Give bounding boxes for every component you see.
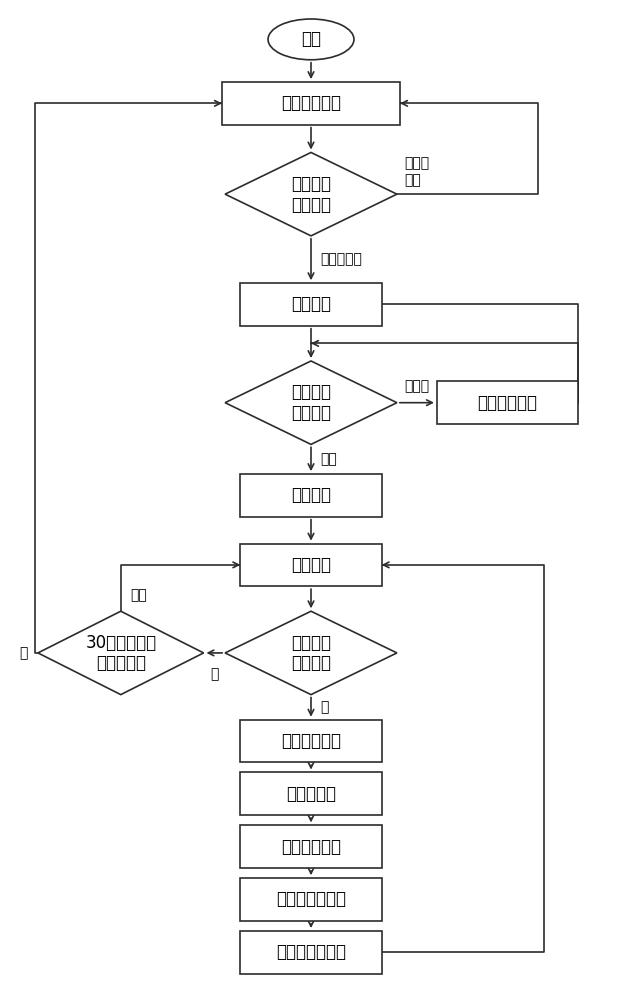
Text: 开机: 开机	[301, 30, 321, 48]
Bar	[241, 474, 381, 517]
Text: 有: 有	[320, 700, 328, 714]
Text: 无: 无	[210, 667, 218, 681]
Bar	[437, 381, 578, 424]
Bar	[241, 931, 381, 974]
Text: 系统启动: 系统启动	[291, 295, 331, 313]
Text: 调整激光功率: 调整激光功率	[477, 394, 537, 412]
Bar	[241, 878, 381, 921]
Text: 开始测量: 开始测量	[291, 556, 331, 574]
Polygon shape	[38, 611, 203, 695]
Bar	[222, 82, 400, 125]
Bar	[241, 720, 381, 762]
Text: 无降水
可能: 无降水 可能	[404, 157, 429, 187]
Polygon shape	[225, 361, 397, 444]
Text: 系统标定: 系统标定	[291, 486, 331, 504]
Text: 30分钟无降水
粒子落下？: 30分钟无降水 粒子落下？	[85, 634, 156, 672]
Text: 计算雨滴谱: 计算雨滴谱	[286, 785, 336, 803]
Bar	[241, 544, 381, 586]
Bar	[241, 772, 381, 815]
Bar	[241, 283, 381, 326]
Polygon shape	[225, 611, 397, 695]
Text: 计算雨量、雨强: 计算雨量、雨强	[276, 890, 346, 908]
Text: 不正常: 不正常	[404, 379, 429, 393]
Ellipse shape	[268, 19, 354, 60]
Text: 正常: 正常	[320, 452, 337, 466]
Text: 激光功率
是否正常: 激光功率 是否正常	[291, 383, 331, 422]
Bar	[241, 825, 381, 868]
Text: 不是: 不是	[130, 588, 147, 602]
Text: 有降水可能: 有降水可能	[320, 252, 362, 266]
Text: 有无降水
粒子落下: 有无降水 粒子落下	[291, 634, 331, 672]
Text: 气象参数测量: 气象参数测量	[281, 94, 341, 112]
Text: 计算雨滴体积: 计算雨滴体积	[281, 838, 341, 856]
Polygon shape	[225, 152, 397, 236]
Text: 结果输出、保存: 结果输出、保存	[276, 943, 346, 961]
Text: 降水气象
条件判定: 降水气象 条件判定	[291, 175, 331, 214]
Text: 是: 是	[19, 646, 27, 660]
Text: 测量雨滴尺寸: 测量雨滴尺寸	[281, 732, 341, 750]
